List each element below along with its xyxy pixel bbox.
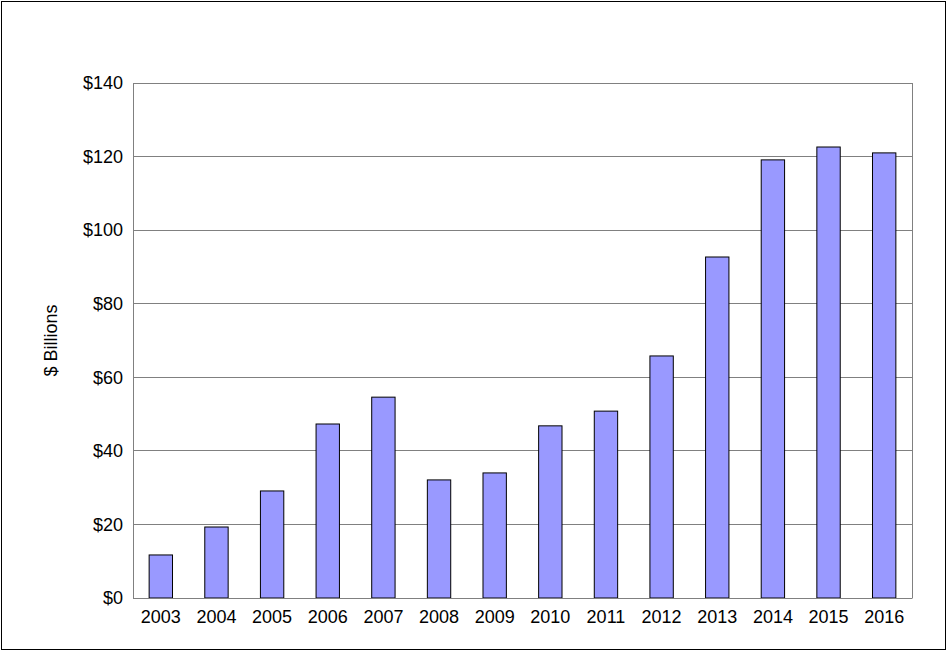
x-tick: 2011 xyxy=(587,598,626,627)
x-tick-label: 2013 xyxy=(697,607,737,627)
x-axis: 2003 2004 2005 2006 2007 2008 2009 2010 2011 2012… xyxy=(134,598,913,627)
y-tick-label: $60 xyxy=(93,368,123,388)
bar xyxy=(149,555,172,598)
x-tick: 2008 xyxy=(419,598,459,627)
bar xyxy=(872,153,895,598)
x-tick-label: 2012 xyxy=(642,607,682,627)
x-tick-label: 2011 xyxy=(587,607,626,627)
x-tick: 2007 xyxy=(363,598,403,627)
bar xyxy=(205,527,228,598)
x-tick: 2003 xyxy=(141,598,181,627)
bar xyxy=(427,480,450,598)
y-tick-label: $120 xyxy=(83,147,123,167)
chart-border xyxy=(2,2,946,650)
plot-area xyxy=(149,147,896,598)
bar xyxy=(594,411,617,598)
y-tick-label: $0 xyxy=(103,588,123,608)
x-tick: 2016 xyxy=(864,598,904,627)
bar xyxy=(817,147,840,598)
x-tick: 2010 xyxy=(530,598,570,627)
x-tick-label: 2007 xyxy=(363,607,403,627)
x-tick: 2006 xyxy=(308,598,348,627)
x-tick-label: 2006 xyxy=(308,607,348,627)
bar xyxy=(761,160,784,598)
bar xyxy=(316,424,339,598)
bar xyxy=(539,426,562,598)
y-tick-label: $140 xyxy=(83,73,123,93)
x-tick: 2012 xyxy=(642,598,682,627)
x-tick: 2015 xyxy=(809,598,849,627)
x-tick-label: 2008 xyxy=(419,607,459,627)
y-axis: $0 $20 $40 $60 $80 $100 $120 $140 xyxy=(83,73,134,608)
y-axis-title: $ Billions xyxy=(41,304,61,376)
bar xyxy=(372,397,395,598)
grid-line xyxy=(133,230,912,231)
grid-line xyxy=(133,156,912,157)
y-tick: $100 xyxy=(83,220,133,240)
y-tick: $80 xyxy=(93,294,133,314)
bar xyxy=(706,257,729,598)
x-tick: 2005 xyxy=(252,598,292,627)
y-tick-label: $100 xyxy=(83,220,123,240)
grid xyxy=(133,83,912,598)
grid-line xyxy=(133,377,912,378)
plot-frame xyxy=(912,83,913,598)
grid-line xyxy=(133,524,912,525)
x-tick: 2013 xyxy=(697,598,737,627)
x-tick: 2014 xyxy=(753,598,793,627)
bar xyxy=(650,356,673,598)
y-tick: $60 xyxy=(93,368,133,388)
y-tick: $40 xyxy=(93,441,133,461)
y-tick: $0 xyxy=(103,588,133,608)
x-tick-label: 2016 xyxy=(864,607,904,627)
y-tick: $20 xyxy=(93,515,133,535)
bar xyxy=(483,473,506,598)
x-tick-label: 2015 xyxy=(809,607,849,627)
y-tick-label: $80 xyxy=(93,294,123,314)
x-tick-label: 2003 xyxy=(141,607,181,627)
x-tick: 2004 xyxy=(196,598,236,627)
grid-line xyxy=(133,598,912,599)
y-tick-label: $20 xyxy=(93,515,123,535)
grid-line xyxy=(133,303,912,304)
x-tick: 2009 xyxy=(475,598,515,627)
y-tick: $140 xyxy=(83,73,133,93)
y-tick: $120 xyxy=(83,147,133,167)
x-tick-label: 2009 xyxy=(475,607,515,627)
grid-line xyxy=(133,83,912,84)
x-tick-label: 2004 xyxy=(196,607,236,627)
grid-line xyxy=(133,450,912,451)
x-axis-line xyxy=(134,598,913,599)
x-tick-label: 2014 xyxy=(753,607,793,627)
y-axis-line xyxy=(133,84,134,599)
bar xyxy=(260,491,283,598)
x-tick-label: 2010 xyxy=(530,607,570,627)
chart: $0$20$40$60$80$100$120$14020032004200520… xyxy=(0,0,948,656)
y-tick-label: $40 xyxy=(93,441,123,461)
x-tick-label: 2005 xyxy=(252,607,292,627)
